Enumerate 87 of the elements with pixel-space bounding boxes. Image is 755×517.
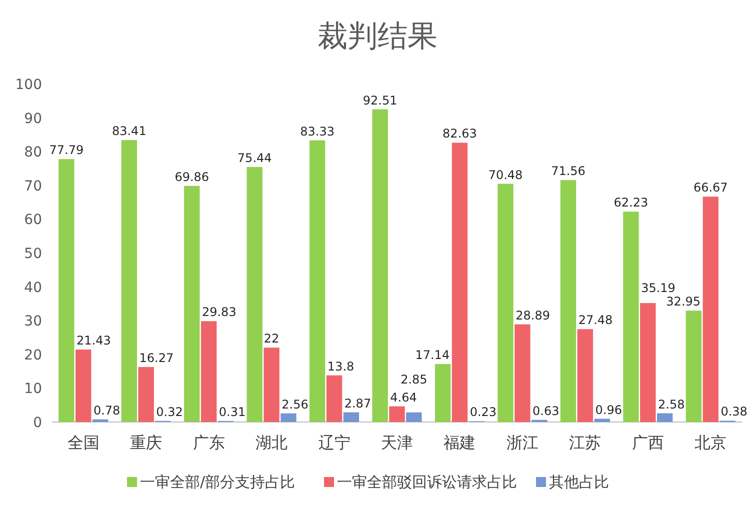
- bar: [452, 142, 468, 422]
- data-label: 32.95: [666, 294, 701, 309]
- bar: [372, 109, 388, 422]
- bar: [640, 303, 656, 422]
- bar: [200, 321, 217, 422]
- y-tick-label: 30: [24, 314, 42, 330]
- data-label: 13.8: [327, 359, 354, 374]
- bar: [623, 212, 639, 422]
- y-tick-label: 10: [24, 381, 42, 398]
- x-tick-label: 天津: [381, 433, 413, 452]
- data-label: 28.89: [516, 308, 550, 322]
- data-label: 69.86: [174, 170, 210, 184]
- bar: [594, 418, 610, 422]
- bar: [498, 184, 514, 422]
- bar: [280, 413, 296, 422]
- y-tick-label: 100: [15, 77, 42, 93]
- x-tick-label: 北京: [694, 433, 727, 452]
- bar: [264, 348, 280, 422]
- x-tick-label: 湖北: [256, 433, 288, 452]
- data-label: 29.83: [202, 305, 236, 320]
- data-label: 75.44: [237, 151, 272, 166]
- data-label: 70.48: [488, 168, 523, 182]
- bar: [138, 367, 154, 422]
- data-label: 2.85: [400, 372, 428, 386]
- y-tick-label: 40: [24, 280, 42, 296]
- data-label: 82.63: [442, 126, 477, 141]
- bar: [686, 310, 702, 422]
- data-label: 21.43: [76, 334, 111, 348]
- data-label: 66.67: [693, 180, 728, 195]
- data-label: 0.23: [470, 405, 497, 420]
- chart-title: 裁判结果: [318, 19, 438, 54]
- bar: [389, 406, 405, 422]
- data-label: 17.14: [415, 348, 450, 362]
- data-label: 71.56: [551, 164, 586, 178]
- data-label: 92.51: [362, 93, 398, 108]
- data-label: 0.38: [720, 404, 748, 419]
- data-label: 0.31: [218, 404, 246, 419]
- x-tick-label: 广西: [632, 433, 664, 452]
- x-tick-label: 辽宁: [318, 433, 350, 452]
- data-label: 2.87: [344, 396, 372, 410]
- data-label: 16.27: [139, 351, 174, 366]
- x-tick-label: 广东: [192, 433, 225, 452]
- bar: [514, 324, 530, 422]
- data-label: 0.32: [156, 404, 183, 419]
- data-label: 22: [264, 332, 280, 346]
- y-tick-label: 0: [33, 415, 42, 431]
- legend-label: 一审全部/部分支持占比: [140, 473, 296, 491]
- bar: [343, 412, 360, 422]
- data-label: 83.33: [300, 124, 335, 138]
- bar: [406, 412, 422, 422]
- bar: [309, 140, 326, 422]
- bar: [76, 350, 92, 422]
- legend-label: 其他占比: [549, 473, 609, 491]
- data-label: 2.56: [282, 397, 308, 412]
- x-tick-label: 福建: [444, 433, 476, 452]
- bar: [246, 167, 262, 422]
- data-label: 0.78: [93, 403, 120, 418]
- y-tick-label: 70: [24, 178, 42, 194]
- data-label: 4.64: [390, 390, 417, 404]
- data-label: 83.41: [112, 124, 146, 138]
- legend-label: 一审全部驳回诉讼请求占比: [337, 473, 517, 491]
- data-label: 0.96: [595, 402, 622, 417]
- bar: [434, 364, 451, 422]
- bar: [326, 375, 342, 422]
- bar: [58, 159, 74, 422]
- x-tick-label: 全国: [67, 433, 100, 452]
- bar: [577, 329, 594, 422]
- bar: [184, 186, 200, 422]
- bar: [702, 196, 718, 422]
- data-label: 27.48: [578, 313, 613, 328]
- bar: [121, 140, 137, 422]
- x-tick-label: 浙江: [506, 433, 538, 452]
- y-tick-label: 50: [24, 246, 42, 262]
- y-tick-label: 80: [24, 144, 42, 161]
- data-label: 62.23: [614, 196, 648, 210]
- x-tick-label: 重庆: [130, 433, 162, 452]
- bar: [92, 419, 108, 422]
- y-tick-label: 60: [24, 212, 42, 228]
- data-label: 35.19: [641, 281, 676, 296]
- bar: [657, 413, 673, 422]
- x-tick-label: 江苏: [569, 433, 602, 452]
- y-tick-label: 20: [24, 347, 42, 364]
- bar: [560, 180, 576, 422]
- y-tick-label: 90: [24, 110, 42, 127]
- data-label: 0.63: [532, 404, 560, 418]
- data-label: 2.58: [658, 397, 685, 412]
- data-label: 77.79: [49, 143, 84, 158]
